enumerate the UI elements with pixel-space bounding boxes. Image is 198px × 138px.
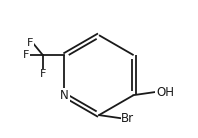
Text: OH: OH [156,86,174,99]
Text: Br: Br [121,112,134,125]
Text: F: F [23,50,29,60]
Text: F: F [40,69,46,79]
Text: N: N [60,89,69,102]
Text: F: F [27,38,33,48]
